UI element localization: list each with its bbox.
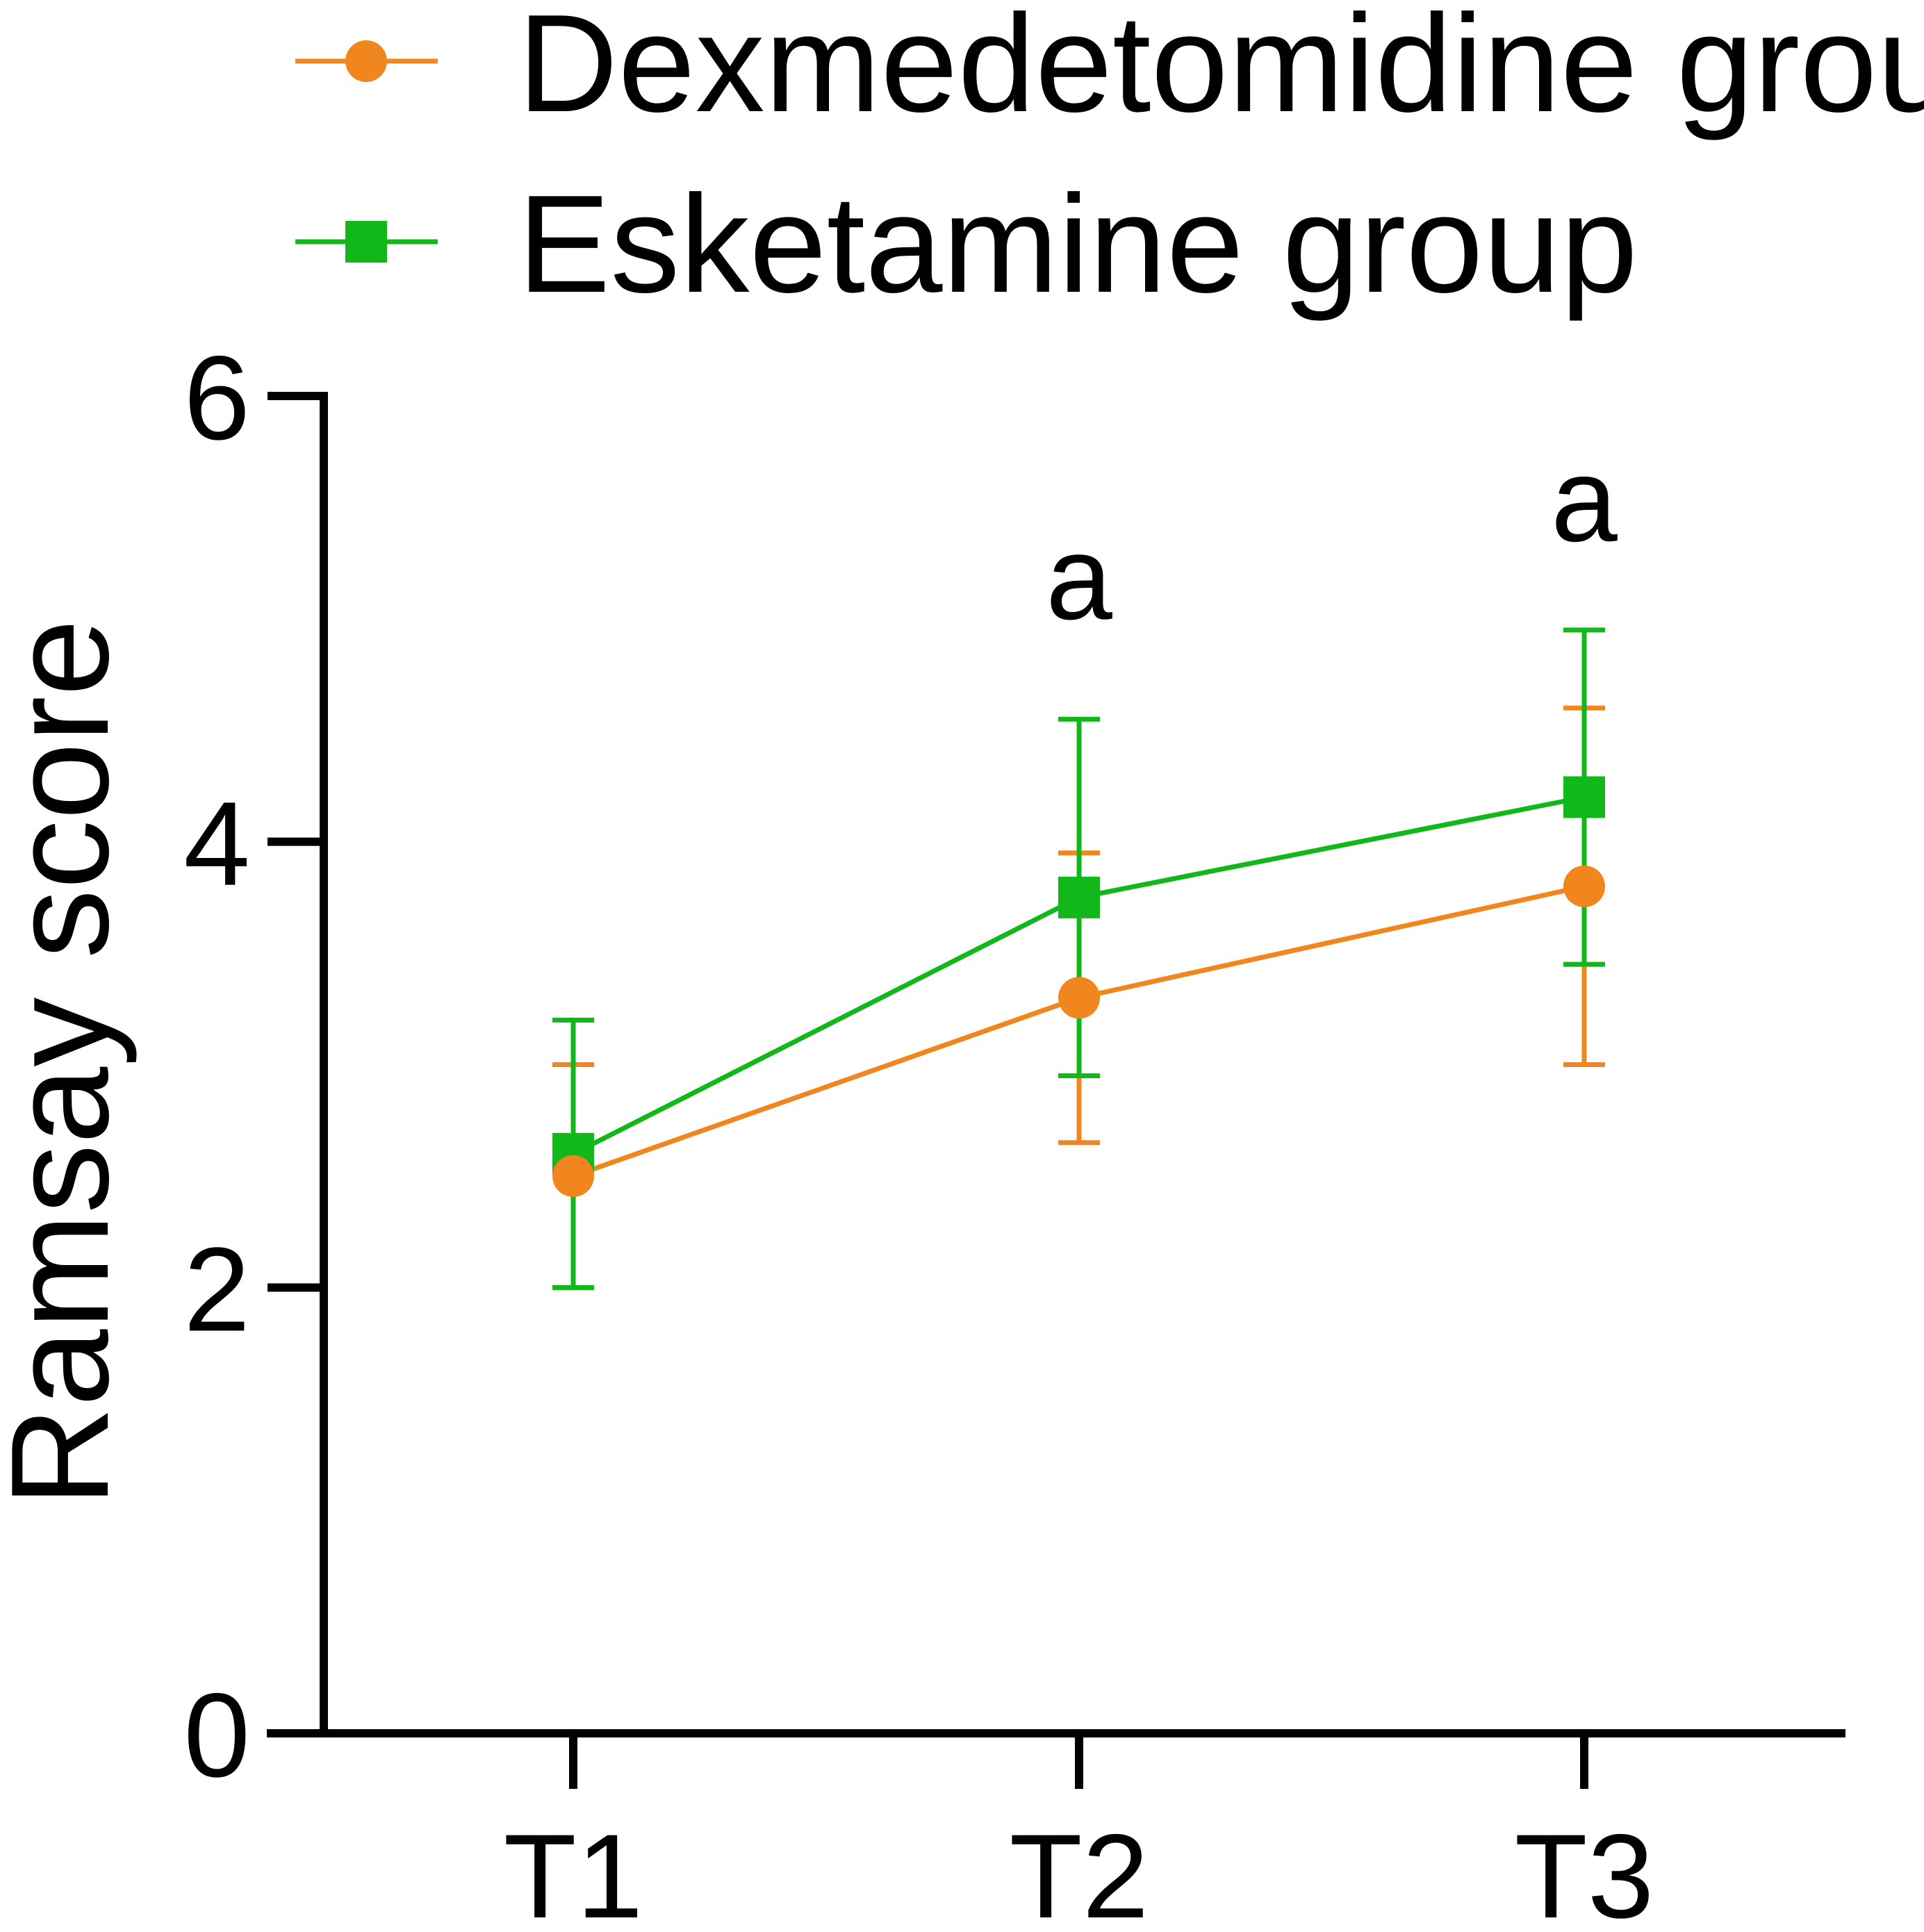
legend-marker-dexmedetomidine [345,40,387,82]
y-tick-label-0: 0 [183,1669,250,1802]
y-tick-label-4: 4 [183,777,250,911]
annotation-layer: aa [1046,434,1618,645]
y-ticks: 0 2 4 6 [183,331,324,1802]
data-point-dexmedetomidine-t1 [552,1155,594,1197]
axes [267,392,1845,1737]
annotation-t3: a [1551,434,1618,567]
series-esketamine [552,627,1605,1290]
annotation-t2: a [1046,511,1112,645]
data-point-dexmedetomidine-t3 [1563,865,1605,907]
data-point-esketamine-t2 [1058,876,1100,918]
legend-marker-esketamine [345,221,387,263]
x-tick-label-t1: T1 [504,1810,643,1932]
y-tick-label-2: 2 [183,1223,250,1356]
x-tick-label-t2: T2 [1010,1810,1149,1932]
legend-item-esketamine: Esketamine group [295,167,1638,322]
series-layer [552,627,1605,1290]
data-point-dexmedetomidine-t2 [1058,977,1100,1019]
x-tick-label-t3: T3 [1515,1810,1654,1932]
legend-item-dexmedetomidine: Dexmedetomidine group [295,0,1924,141]
y-axis-title: Ramsay score [0,619,138,1507]
x-ticks: T1 T2 T3 [504,1733,1654,1932]
y-tick-label-6: 6 [183,331,250,465]
data-point-esketamine-t3 [1563,776,1605,818]
legend: Dexmedetomidine group Esketamine group [295,0,1924,322]
legend-label-esketamine: Esketamine group [518,167,1638,322]
legend-label-dexmedetomidine: Dexmedetomidine group [518,0,1924,141]
